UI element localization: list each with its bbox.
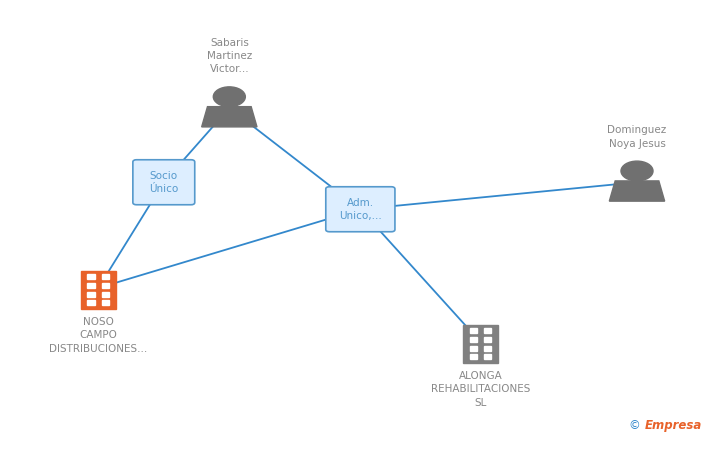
FancyBboxPatch shape [483,346,491,351]
FancyBboxPatch shape [470,328,478,333]
Circle shape [621,161,653,181]
Text: Sabaris
Martinez
Victor...: Sabaris Martinez Victor... [207,38,252,74]
FancyBboxPatch shape [483,328,491,333]
FancyBboxPatch shape [87,274,95,279]
Text: Adm.
Unico,...: Adm. Unico,... [339,198,381,221]
FancyBboxPatch shape [87,283,95,288]
FancyBboxPatch shape [483,337,491,342]
FancyBboxPatch shape [101,292,109,297]
FancyBboxPatch shape [101,301,109,306]
FancyBboxPatch shape [87,292,95,297]
FancyBboxPatch shape [470,337,478,342]
FancyBboxPatch shape [470,346,478,351]
Text: Empresa: Empresa [644,419,702,432]
Polygon shape [609,181,665,201]
Text: Dominguez
Noya Jesus: Dominguez Noya Jesus [607,125,667,148]
Polygon shape [202,107,257,127]
FancyBboxPatch shape [81,271,116,309]
Text: Socio
Único: Socio Único [149,171,178,194]
Text: ALONGA
REHABILITACIONES
SL: ALONGA REHABILITACIONES SL [431,371,530,408]
FancyBboxPatch shape [326,187,395,232]
FancyBboxPatch shape [87,301,95,306]
FancyBboxPatch shape [463,325,498,363]
FancyBboxPatch shape [483,355,491,360]
Circle shape [213,87,245,107]
FancyBboxPatch shape [470,355,478,360]
Text: ©: © [629,419,644,432]
FancyBboxPatch shape [101,274,109,279]
FancyBboxPatch shape [132,160,195,205]
FancyBboxPatch shape [101,283,109,288]
Text: NOSO
CAMPO
DISTRIBUCIONES...: NOSO CAMPO DISTRIBUCIONES... [50,317,147,354]
